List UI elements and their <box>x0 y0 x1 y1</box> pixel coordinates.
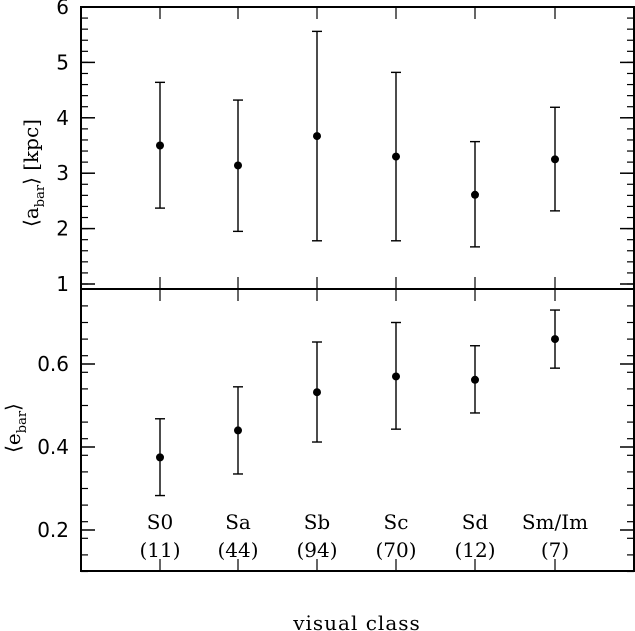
category-label: Sa <box>225 510 251 534</box>
category-count: (44) <box>217 538 258 562</box>
data-point <box>313 132 321 141</box>
category-count: (11) <box>139 538 180 562</box>
data-point <box>156 453 164 462</box>
y-tick-label: 0.6 <box>37 352 69 376</box>
data-point <box>313 388 321 397</box>
y-tick-label: 2 <box>56 217 69 241</box>
data-point <box>392 152 400 161</box>
category-count: (7) <box>541 538 569 562</box>
x-axis-label: visual class <box>292 611 421 631</box>
top-ylabel: ⟨abar⟩ [kpc] <box>19 119 48 227</box>
category-label: Sc <box>384 510 409 534</box>
category-count: (70) <box>375 538 416 562</box>
bottom-panel: 0.2 0.4 0.6 S0 (11) Sa (44) Sb (94) Sc (70) Sd (12) S… <box>37 288 634 573</box>
data-point <box>234 426 242 435</box>
y-tick-label: 4 <box>56 106 69 130</box>
y-tick-label: 0.2 <box>37 518 69 542</box>
category-count: (12) <box>454 538 495 562</box>
y-tick-label: 1 <box>56 272 69 296</box>
data-point <box>471 375 479 384</box>
category-label: Sb <box>304 510 331 534</box>
y-tick-label: 3 <box>56 161 69 185</box>
data-point <box>392 372 400 381</box>
category-label: Sm/Im <box>522 510 588 534</box>
data-point <box>551 155 559 164</box>
bottom-ylabel: ⟨ebar⟩ <box>1 403 30 453</box>
y-tick-label: 5 <box>56 50 69 74</box>
y-tick-label: 6 <box>56 0 69 19</box>
data-point <box>156 141 164 150</box>
top-panel: 1 2 3 4 5 6 <box>56 0 634 296</box>
y-tick-label: 0.4 <box>37 435 69 459</box>
category-label: S0 <box>147 510 173 534</box>
data-point <box>551 335 559 344</box>
category-label: Sd <box>462 510 489 534</box>
category-count: (94) <box>296 538 337 562</box>
data-point <box>234 161 242 170</box>
data-point <box>471 190 479 199</box>
plot-frame <box>80 6 635 572</box>
